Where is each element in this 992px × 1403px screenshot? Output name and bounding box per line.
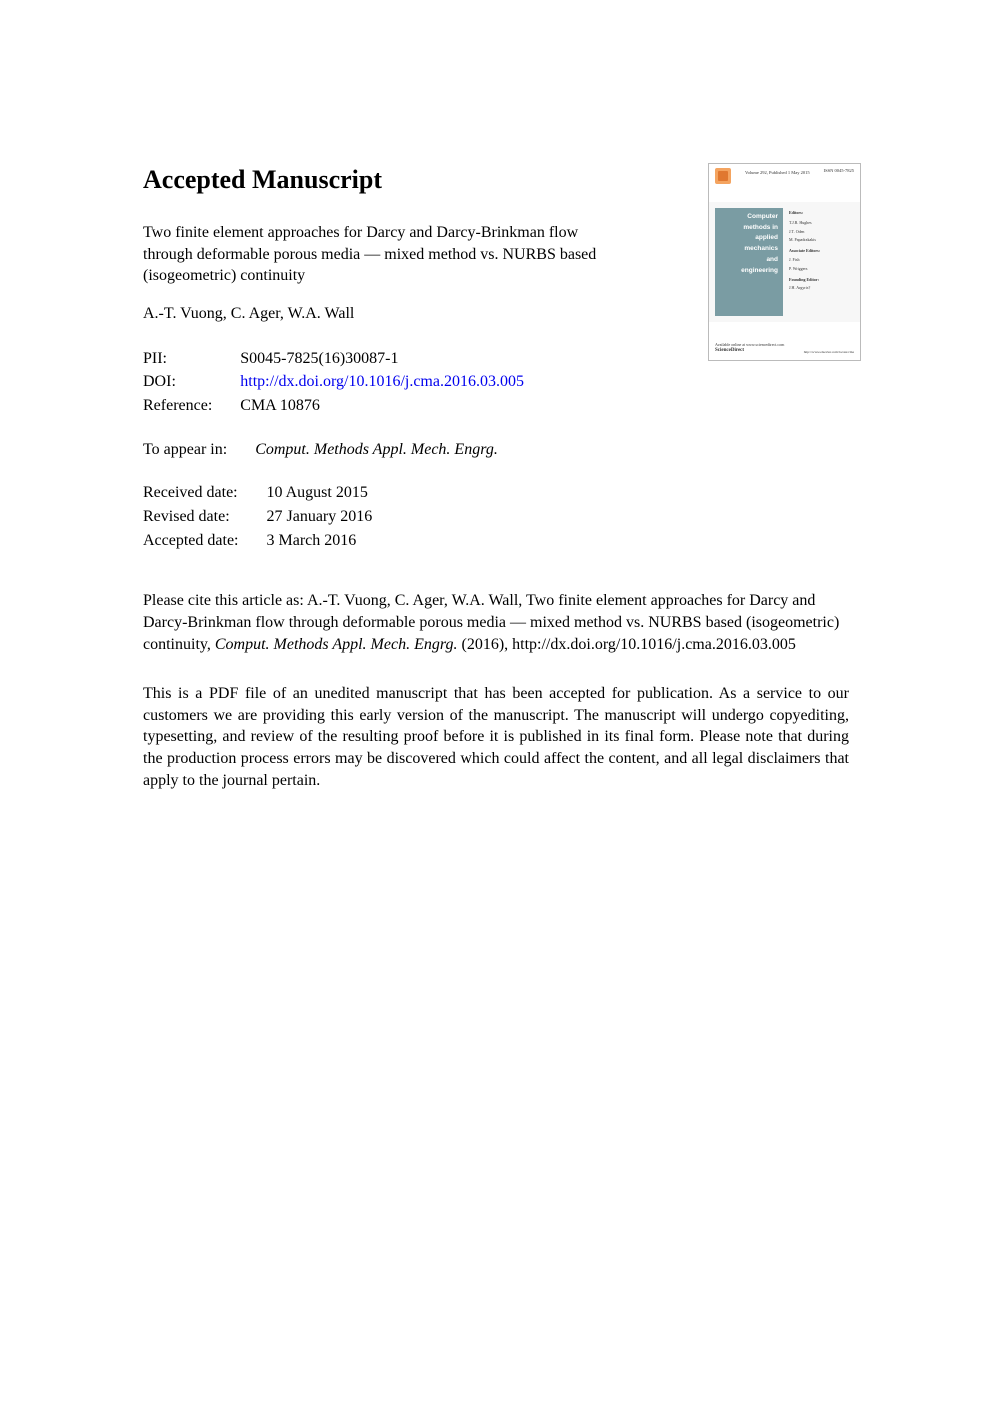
accepted-label: Accepted date:: [143, 529, 267, 553]
revised-row: Revised date: 27 January 2016: [143, 505, 372, 529]
page-content: Accepted Manuscript Two finite element a…: [0, 0, 992, 791]
citation-suffix: (2016), http://dx.doi.org/10.1016/j.cma.…: [457, 636, 795, 653]
reference-label: Reference:: [143, 394, 240, 418]
pii-label: PII:: [143, 347, 240, 371]
page-heading: Accepted Manuscript: [143, 165, 849, 195]
appear-value: Comput. Methods Appl. Mech. Engrg.: [255, 438, 498, 462]
appear-label: To appear in:: [143, 438, 255, 462]
doi-value: http://dx.doi.org/10.1016/j.cma.2016.03.…: [240, 370, 524, 394]
revised-value: 27 January 2016: [267, 505, 373, 529]
manuscript-title: Two finite element approaches for Darcy …: [143, 222, 623, 287]
pii-value: S0045-7825(16)30087-1: [240, 347, 524, 371]
dates-table: Received date: 10 August 2015 Revised da…: [143, 481, 372, 552]
doi-row: DOI: http://dx.doi.org/10.1016/j.cma.201…: [143, 370, 524, 394]
citation-paragraph: Please cite this article as: A.-T. Vuong…: [143, 590, 849, 655]
citation-journal: Comput. Methods Appl. Mech. Engrg.: [215, 636, 458, 653]
doi-link[interactable]: http://dx.doi.org/10.1016/j.cma.2016.03.…: [240, 373, 524, 390]
revised-label: Revised date:: [143, 505, 267, 529]
identifiers-table: PII: S0045-7825(16)30087-1 DOI: http://d…: [143, 347, 524, 418]
appear-row: To appear in: Comput. Methods Appl. Mech…: [143, 438, 498, 462]
received-row: Received date: 10 August 2015: [143, 481, 372, 505]
accepted-row: Accepted date: 3 March 2016: [143, 529, 372, 553]
accepted-value: 3 March 2016: [267, 529, 373, 553]
doi-label: DOI:: [143, 370, 240, 394]
pii-row: PII: S0045-7825(16)30087-1: [143, 347, 524, 371]
reference-row: Reference: CMA 10876: [143, 394, 524, 418]
authors-list: A.-T. Vuong, C. Ager, W.A. Wall: [143, 305, 849, 323]
received-label: Received date:: [143, 481, 267, 505]
appear-table: To appear in: Comput. Methods Appl. Mech…: [143, 438, 498, 462]
received-value: 10 August 2015: [267, 481, 373, 505]
reference-value: CMA 10876: [240, 394, 524, 418]
disclaimer-paragraph: This is a PDF file of an unedited manusc…: [143, 683, 849, 791]
